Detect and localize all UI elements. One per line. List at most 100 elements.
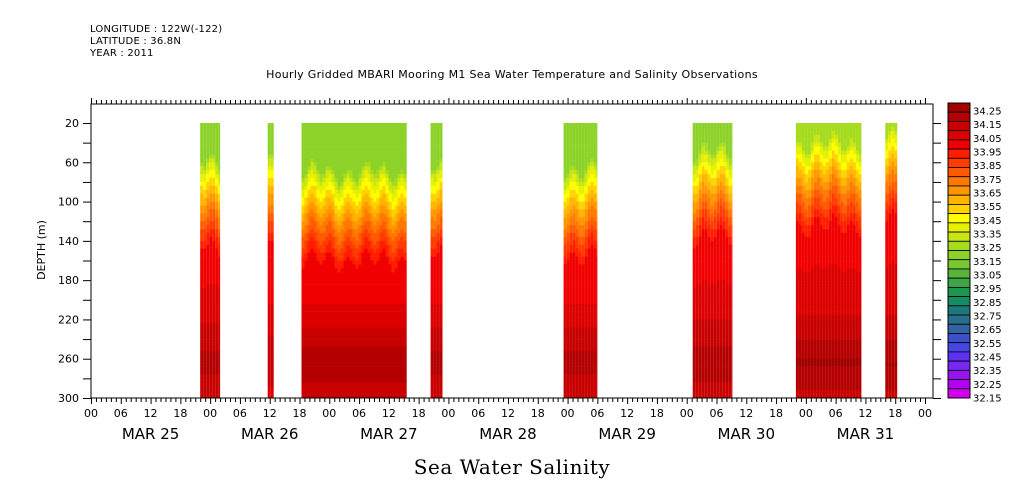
heatmap-cell [325, 178, 329, 183]
heatmap-cell [200, 366, 204, 371]
heatmap-cell [596, 233, 598, 238]
heatmap-cell [704, 240, 708, 246]
heatmap-cell [319, 123, 323, 128]
heatmap-cell [310, 244, 314, 250]
heatmap-cell [590, 170, 594, 175]
heatmap-cell [430, 390, 434, 395]
heatmap-cell [267, 130, 271, 136]
heatmap-cell [301, 213, 305, 218]
heatmap-cell [373, 331, 377, 336]
heatmap-cell [215, 291, 219, 297]
heatmap-cell [304, 130, 308, 136]
heatmap-cell [218, 193, 221, 198]
heatmap-cell [403, 323, 407, 328]
heatmap-cell [373, 252, 377, 257]
heatmap-cell [569, 221, 573, 226]
heatmap-cell [203, 236, 207, 242]
heatmap-cell [572, 291, 576, 297]
heatmap-cell [352, 291, 356, 297]
heatmap-cell [358, 225, 362, 230]
heatmap-cell [373, 201, 377, 206]
heatmap-cell [397, 134, 401, 140]
heatmap-cell [218, 189, 221, 195]
heatmap-cell [439, 150, 443, 155]
heatmap-cell [370, 130, 374, 136]
heatmap-cell [328, 386, 332, 391]
heatmap-cell [307, 382, 311, 387]
heatmap-cell [403, 284, 407, 289]
heatmap-cell [267, 390, 271, 395]
heatmap-cell [695, 390, 699, 395]
heatmap-cell [340, 130, 344, 136]
heatmap-cell [355, 295, 359, 301]
heatmap-cell [695, 256, 699, 261]
heatmap-cell [563, 256, 567, 261]
heatmap-cell [322, 134, 326, 140]
heatmap-cell [379, 311, 383, 316]
heatmap-cell [310, 134, 314, 140]
heatmap-cell [439, 174, 443, 179]
heatmap-cell [370, 264, 374, 269]
heatmap-cell [270, 343, 274, 348]
heatmap-cell [707, 366, 711, 371]
heatmap-cell [581, 189, 585, 195]
heatmap-cell [379, 390, 383, 395]
heatmap-cell [325, 138, 329, 143]
heatmap-cell [704, 378, 708, 383]
heatmap-cell [566, 174, 570, 179]
heatmap-cell [328, 146, 332, 151]
heatmap-cell [403, 193, 407, 198]
heatmap-cell [361, 268, 365, 273]
heatmap-cell [328, 185, 332, 191]
heatmap-cell [331, 209, 335, 214]
heatmap-cell [382, 134, 386, 140]
heatmap-cell [707, 327, 711, 332]
heatmap-cell [382, 146, 386, 151]
heatmap-cell [397, 185, 401, 191]
heatmap-cell [563, 233, 567, 238]
heatmap-cell [361, 213, 365, 218]
heatmap-cell [713, 319, 717, 324]
heatmap-cell [572, 166, 576, 171]
heatmap-cell [212, 197, 216, 202]
heatmap-cell [212, 134, 216, 140]
heatmap-cell [385, 303, 389, 308]
heatmap-cell [267, 158, 271, 163]
heatmap-cell [722, 178, 726, 183]
heatmap-cell [692, 288, 696, 293]
heatmap-cell [203, 229, 207, 234]
heatmap-cell [331, 394, 335, 399]
heatmap-cell [704, 260, 708, 265]
heatmap-cell [337, 134, 341, 140]
heatmap-cell [358, 142, 362, 147]
heatmap-cell [572, 319, 576, 324]
heatmap-cell [343, 134, 347, 140]
heatmap-cell [304, 284, 308, 289]
heatmap-cell [563, 323, 567, 328]
heatmap-cell [701, 366, 705, 371]
heatmap-cell [331, 256, 335, 261]
heatmap-cell [346, 291, 350, 297]
heatmap-cell [343, 394, 347, 399]
heatmap-cell [569, 209, 573, 214]
heatmap-cell [581, 264, 585, 269]
heatmap-cell [596, 343, 598, 348]
heatmap-cell [710, 276, 714, 281]
heatmap-cell [355, 299, 359, 305]
heatmap-cell [716, 288, 720, 293]
heatmap-cell [203, 335, 207, 340]
heatmap-cell [379, 150, 383, 155]
heatmap-cell [698, 370, 702, 375]
heatmap-cell [695, 225, 699, 230]
heatmap-cell [319, 248, 323, 253]
heatmap-cell [376, 130, 380, 136]
heatmap-cell [707, 256, 711, 261]
heatmap-cell [355, 142, 359, 147]
heatmap-cell [301, 221, 305, 226]
heatmap-cell [270, 370, 274, 375]
heatmap-cell [346, 189, 350, 195]
heatmap-cell [206, 358, 210, 363]
heatmap-cell [301, 386, 305, 391]
heatmap-cell [572, 138, 576, 143]
heatmap-cell [331, 178, 335, 183]
